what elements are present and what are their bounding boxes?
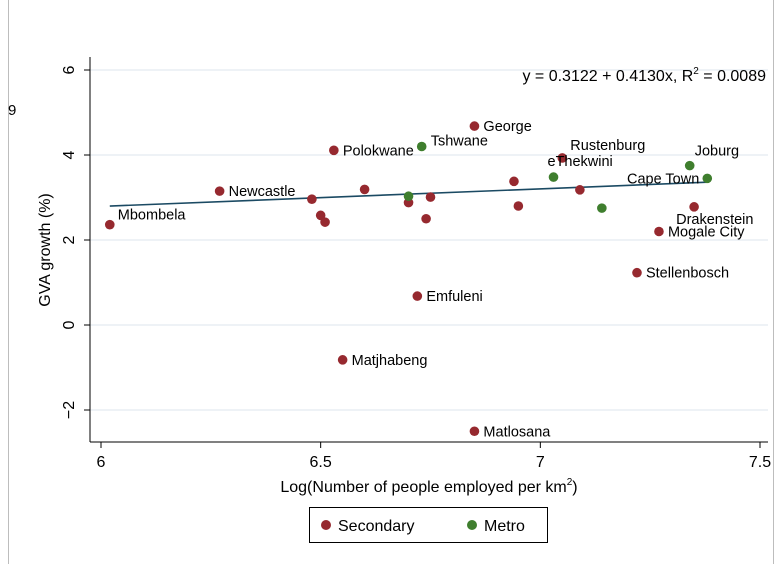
x-axis-ticks: 6 6.5 7 7.5 bbox=[97, 442, 771, 471]
point-secondary bbox=[337, 355, 348, 365]
point-label-emfuleni: Emfuleni bbox=[426, 289, 482, 305]
x-axis-title: Log(Number of people employed per km2) bbox=[280, 477, 577, 496]
point-label-polokwane: Polokwane bbox=[343, 143, 414, 159]
point-secondary bbox=[104, 219, 115, 230]
x-tick-label: 6.5 bbox=[310, 454, 332, 471]
point-label-cape-town: Cape Town bbox=[627, 171, 699, 187]
point-secondary bbox=[654, 226, 664, 237]
point-secondary bbox=[469, 121, 480, 131]
y-tick-label: 2 bbox=[61, 235, 78, 244]
legend-label-secondary: Secondary bbox=[338, 518, 415, 535]
y-axis-ticks: −2 0 2 4 6 bbox=[61, 65, 90, 419]
point-secondary bbox=[307, 194, 317, 204]
point-secondary bbox=[425, 192, 436, 202]
point-label-matlosana: Matlosana bbox=[483, 424, 551, 440]
point-label-drakenstein: Drakenstein bbox=[676, 212, 753, 228]
point-label-matjhabeng: Matjhabeng bbox=[352, 353, 428, 369]
point-secondary bbox=[359, 184, 370, 195]
point-metro bbox=[702, 173, 713, 184]
y-tick-label: −2 bbox=[61, 401, 78, 419]
point-metro bbox=[403, 191, 414, 202]
y-axis-title: GVA growth (%) bbox=[37, 193, 54, 307]
point-label-mogale-city: Mogale City bbox=[668, 225, 745, 241]
point-secondary bbox=[315, 210, 326, 221]
y-tick-label: 4 bbox=[61, 150, 78, 159]
point-secondary bbox=[689, 202, 699, 212]
regression-equation: y = 0.3122 + 0.4130x, R2 = 0.0089 bbox=[522, 66, 766, 85]
point-metro bbox=[548, 172, 559, 182]
stray-label: 9 bbox=[8, 102, 17, 119]
point-secondary bbox=[214, 186, 225, 196]
point-label-rustenburg: Rustenburg bbox=[570, 138, 645, 154]
point-secondary bbox=[513, 201, 524, 211]
point-metro bbox=[684, 160, 695, 171]
point-label-ethekwini: eThekwini bbox=[548, 154, 613, 170]
point-label-joburg: Joburg bbox=[695, 144, 739, 160]
legend-box bbox=[309, 507, 548, 543]
point-label-mbombela: Mbombela bbox=[118, 208, 187, 224]
data-points bbox=[104, 121, 713, 437]
gridlines bbox=[90, 69, 768, 411]
point-secondary bbox=[557, 153, 568, 163]
point-label-george: George bbox=[483, 119, 531, 135]
x-tick-label: 6 bbox=[97, 454, 106, 471]
point-secondary bbox=[509, 176, 519, 187]
point-metro bbox=[597, 203, 607, 213]
point-metro bbox=[416, 141, 427, 152]
point-secondary bbox=[421, 213, 431, 224]
point-labels: Mbombela Newcastle Polokwane Matjhabeng Emfu… bbox=[118, 119, 754, 440]
x-tick-label: 7.5 bbox=[749, 454, 771, 471]
point-secondary bbox=[575, 185, 585, 195]
y-tick-label: 6 bbox=[61, 65, 78, 74]
y-tick-label: 0 bbox=[61, 320, 78, 329]
point-label-newcastle: Newcastle bbox=[229, 184, 296, 200]
point-secondary bbox=[320, 217, 330, 227]
x-tick-label: 7 bbox=[536, 454, 545, 471]
legend-label-metro: Metro bbox=[484, 518, 525, 535]
point-secondary bbox=[632, 267, 642, 278]
point-secondary bbox=[412, 291, 423, 301]
point-label-stellenbosch: Stellenbosch bbox=[646, 266, 729, 282]
point-label-tshwane: Tshwane bbox=[431, 134, 488, 150]
legend: Secondary Metro bbox=[309, 507, 548, 543]
legend-marker-metro bbox=[467, 520, 477, 530]
point-secondary bbox=[329, 145, 339, 156]
point-secondary bbox=[469, 426, 480, 437]
legend-marker-secondary bbox=[321, 520, 331, 530]
